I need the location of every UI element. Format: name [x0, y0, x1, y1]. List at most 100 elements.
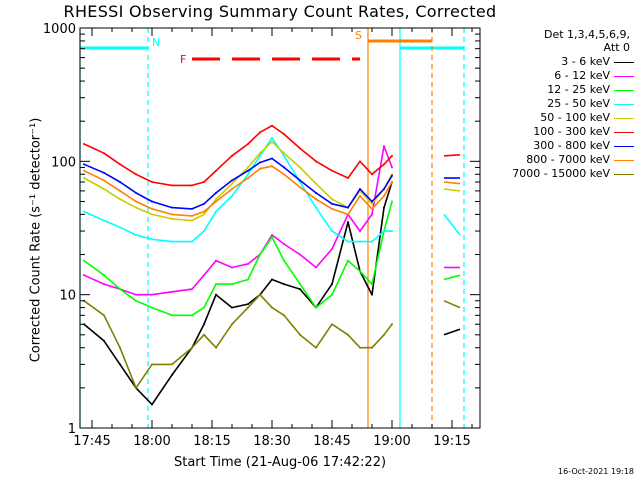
data-point: [171, 314, 173, 317]
data-point: [331, 248, 333, 251]
data-point: [231, 182, 233, 185]
data-point: [331, 207, 333, 210]
data-point: [215, 259, 217, 262]
data-point: [191, 240, 193, 243]
series-after-gap-0: [443, 328, 461, 336]
data-point: [151, 238, 153, 241]
legend-detectors: Det 1,3,4,5,6,9,: [543, 28, 630, 41]
data-point: [259, 161, 261, 164]
data-point: [83, 142, 85, 145]
x-tick-label: 17:45: [73, 434, 110, 449]
data-point: [259, 131, 261, 134]
data-point: [383, 206, 385, 209]
data-point: [299, 147, 301, 150]
data-point: [283, 133, 285, 136]
data-point: [271, 236, 273, 239]
data-point: [191, 346, 193, 349]
data-point: [315, 198, 317, 201]
x-axis-label: Start Time (21-Aug-06 17:42:22): [173, 455, 387, 470]
data-point: [231, 266, 233, 269]
data-point: [299, 283, 301, 286]
data-point: [191, 207, 193, 210]
series-line-5: [83, 124, 393, 187]
data-point: [103, 274, 105, 277]
data-point: [215, 191, 217, 194]
data-point: [315, 346, 317, 349]
data-point: [171, 290, 173, 293]
data-point: [151, 200, 153, 203]
data-point: [283, 166, 285, 169]
generation-timestamp: 16-Oct-2021 19:18: [558, 467, 634, 476]
series-line-0: [83, 181, 393, 406]
data-point: [215, 169, 217, 172]
data-point: [119, 198, 121, 201]
data-point: [247, 169, 249, 172]
legend: 3 - 6 keV 6 - 12 keV 12 - 25 keV 25 - 50 ke…: [486, 55, 636, 181]
data-point: [103, 188, 105, 191]
data-point: [315, 160, 317, 163]
legend-label: 6 - 12 keV: [554, 69, 610, 82]
data-point: [315, 266, 317, 269]
legend-entry: 300 - 800 keV: [486, 139, 636, 153]
data-point: [247, 142, 249, 145]
data-point: [283, 283, 285, 286]
data-point: [391, 174, 393, 177]
data-point: [359, 270, 361, 273]
data-point: [215, 346, 217, 349]
data-point: [331, 169, 333, 172]
night-label: N: [152, 36, 160, 49]
data-point: [283, 259, 285, 262]
data-point: [383, 163, 385, 166]
data-point: [283, 173, 285, 176]
data-point: [331, 293, 333, 296]
data-point: [259, 293, 261, 296]
data-point: [331, 202, 333, 205]
data-point: [283, 314, 285, 317]
data-point: [171, 240, 173, 243]
data-point: [231, 179, 233, 182]
data-point: [151, 306, 153, 309]
data-point: [151, 293, 153, 296]
data-point: [103, 339, 105, 342]
data-point: [247, 278, 249, 281]
series-line-8: [83, 293, 393, 389]
data-point: [383, 188, 385, 191]
data-point: [247, 303, 249, 306]
data-point: [171, 184, 173, 187]
x-tick-label: 18:30: [253, 434, 290, 449]
legend-swatch: [614, 118, 634, 119]
data-point: [359, 230, 361, 233]
data-point: [391, 173, 393, 176]
data-point: [347, 333, 349, 336]
data-point: [215, 293, 217, 296]
data-point: [119, 288, 121, 291]
x-tick-label: 18:00: [133, 434, 170, 449]
data-point: [135, 206, 137, 209]
series-line-6: [83, 157, 393, 210]
data-point: [271, 306, 273, 309]
legend-label: 300 - 800 keV: [533, 139, 610, 152]
data-point: [135, 293, 137, 296]
data-point: [119, 189, 121, 192]
data-point: [271, 234, 273, 237]
data-point: [371, 240, 373, 243]
data-point: [231, 188, 233, 191]
x-tick-label: 18:15: [193, 434, 230, 449]
data-point: [135, 299, 137, 302]
data-point: [215, 283, 217, 286]
legend-label: 50 - 100 keV: [540, 111, 610, 124]
data-point: [203, 306, 205, 309]
data-point: [391, 180, 393, 183]
data-point: [191, 288, 193, 291]
data-point: [259, 253, 261, 256]
y-tick-label: 100: [51, 155, 76, 170]
data-point: [119, 346, 121, 349]
data-point: [171, 206, 173, 209]
data-point: [171, 213, 173, 216]
data-point: [331, 323, 333, 326]
data-point: [371, 200, 373, 203]
data-point: [247, 173, 249, 176]
data-point: [83, 169, 85, 172]
data-point: [191, 184, 193, 187]
